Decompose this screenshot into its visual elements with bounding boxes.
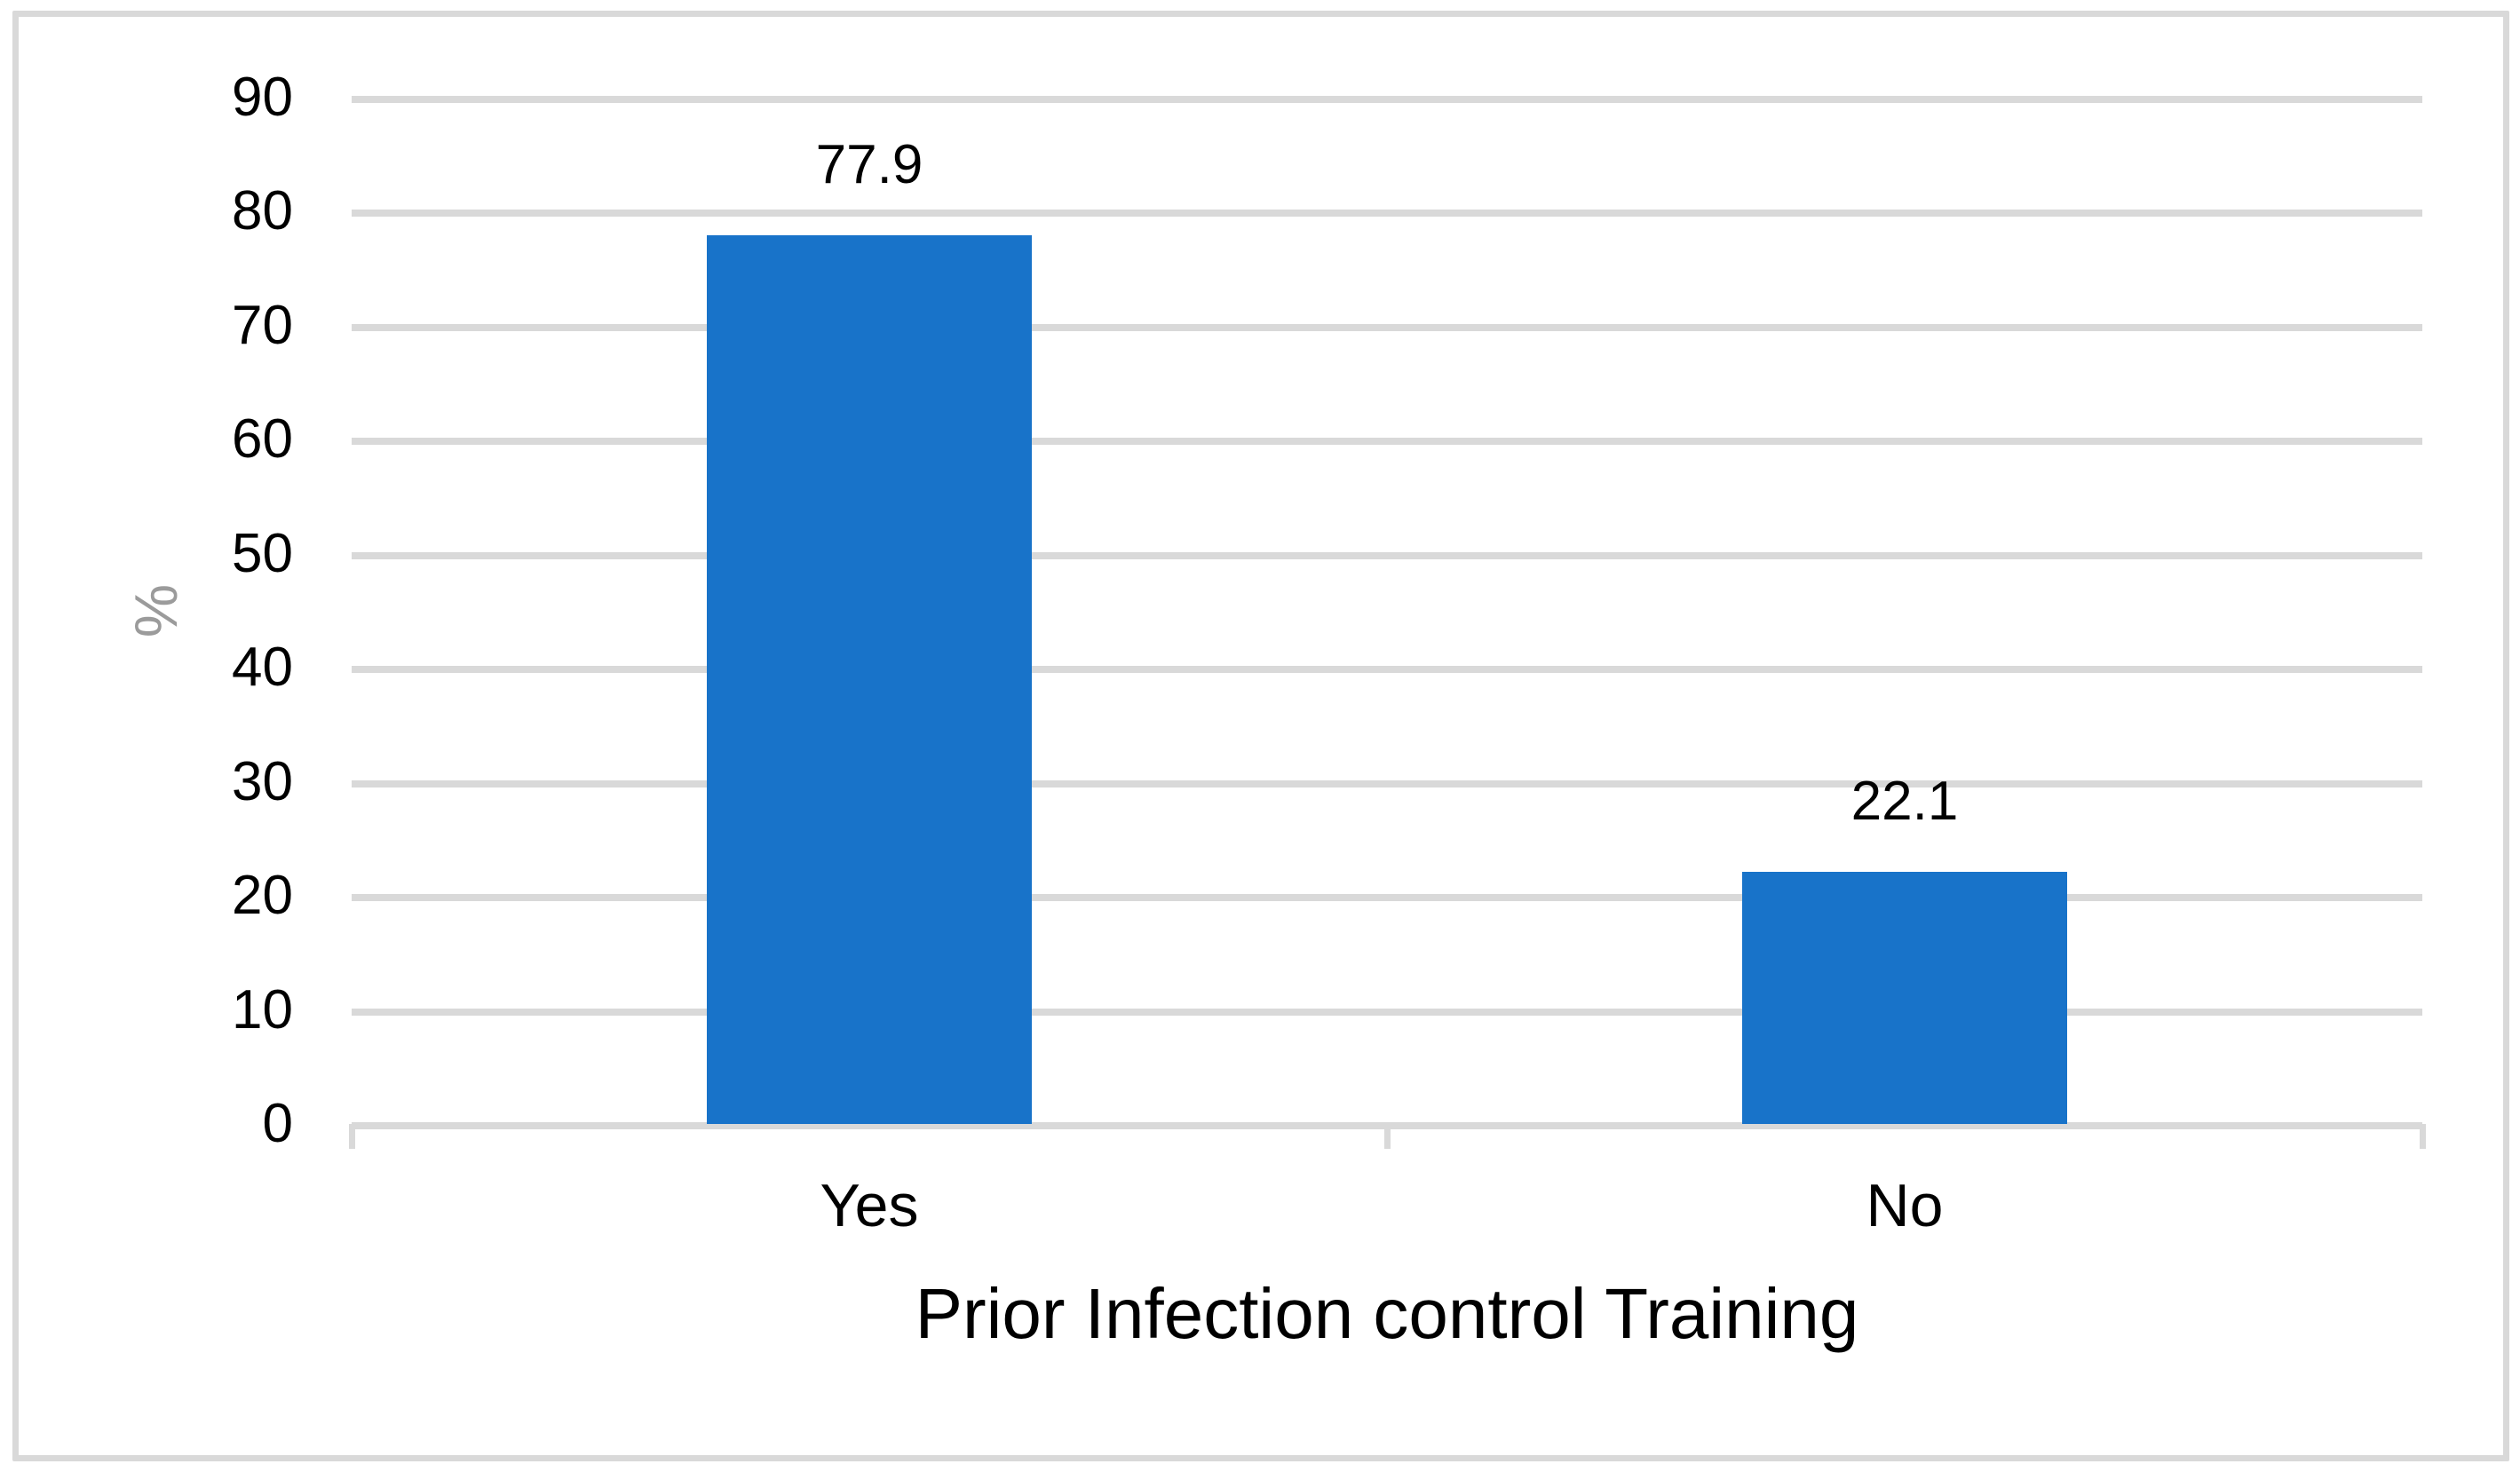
x-axis-tick xyxy=(1384,1124,1391,1149)
y-tick-label-80: 80 xyxy=(232,180,293,241)
gridline-60 xyxy=(352,438,2422,445)
y-tick-label-50: 50 xyxy=(232,523,293,584)
y-axis-title: % xyxy=(123,583,190,638)
x-axis-tick xyxy=(349,1124,355,1149)
x-axis-tick xyxy=(2420,1124,2426,1149)
category-label-no: No xyxy=(1866,1172,1944,1239)
bar-no xyxy=(1742,872,2067,1124)
y-tick-label-40: 40 xyxy=(232,637,293,698)
category-label-yes: Yes xyxy=(820,1172,919,1239)
y-tick-label-30: 30 xyxy=(232,751,293,812)
gridline-90 xyxy=(352,96,2422,103)
y-tick-label-70: 70 xyxy=(232,295,293,356)
gridline-50 xyxy=(352,552,2422,559)
y-tick-label-10: 10 xyxy=(232,979,293,1041)
gridline-10 xyxy=(352,1009,2422,1016)
y-tick-label-20: 20 xyxy=(232,865,293,926)
gridline-30 xyxy=(352,780,2422,787)
figure-border xyxy=(12,11,2509,1461)
gridline-40 xyxy=(352,666,2422,673)
y-tick-label-60: 60 xyxy=(232,408,293,470)
y-tick-label-0: 0 xyxy=(262,1093,293,1154)
x-axis-title: Prior Infection control Training xyxy=(915,1274,1859,1353)
bar-value-label-yes: 77.9 xyxy=(815,134,923,195)
bar-value-label-no: 22.1 xyxy=(1850,771,1959,832)
bar-yes xyxy=(707,235,1032,1124)
y-tick-label-90: 90 xyxy=(232,67,293,128)
gridline-20 xyxy=(352,894,2422,901)
gridline-70 xyxy=(352,324,2422,331)
gridline-80 xyxy=(352,210,2422,217)
